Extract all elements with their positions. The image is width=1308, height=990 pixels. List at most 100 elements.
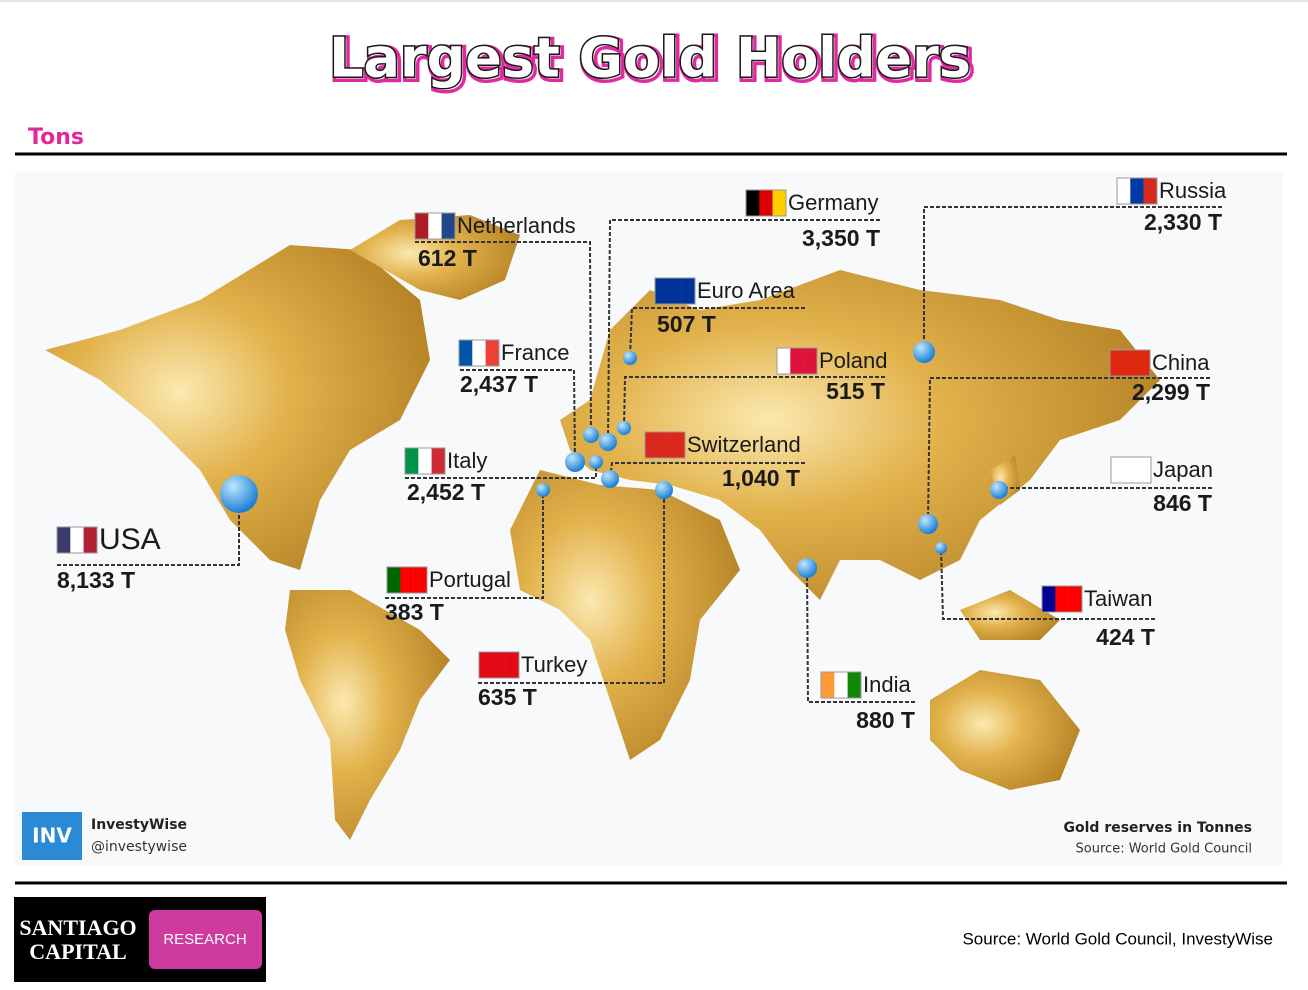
map-source: Source: World Gold Council	[1076, 842, 1252, 857]
location-dot	[599, 433, 617, 451]
flag-border	[414, 212, 456, 240]
flag	[821, 672, 835, 698]
country-name: Switzerland	[687, 432, 801, 457]
flag	[1124, 457, 1138, 483]
flag	[505, 652, 520, 678]
flag	[790, 348, 804, 374]
logo-line: CAPITAL	[29, 939, 126, 964]
leader-line	[609, 462, 805, 480]
flag	[479, 652, 493, 678]
flag	[1123, 350, 1137, 376]
credit-logo-mark: INV	[32, 824, 72, 848]
flag	[418, 448, 432, 474]
country-name: Italy	[447, 448, 487, 473]
gold-amount: 383 T	[385, 599, 444, 625]
gold-amount: 8,133 T	[57, 567, 135, 593]
gold-amount: 880 T	[856, 707, 915, 733]
location-dot	[220, 475, 258, 513]
gold-amount: 846 T	[1153, 490, 1212, 516]
flag-border	[1041, 585, 1083, 613]
country-name: Poland	[819, 348, 888, 373]
badge	[149, 910, 262, 969]
flag	[834, 672, 848, 698]
leader-line	[629, 307, 805, 359]
flag-border	[458, 339, 500, 367]
country-name: Germany	[788, 190, 878, 215]
credit-handle: @investywise	[91, 839, 187, 855]
location-dot	[797, 558, 817, 578]
flag	[671, 432, 686, 458]
country-name: France	[501, 340, 569, 365]
location-dot	[589, 455, 603, 469]
flag	[415, 213, 429, 239]
flag	[658, 432, 672, 458]
flag-border	[820, 671, 862, 699]
flag	[847, 672, 862, 698]
country-name: Portugal	[429, 567, 511, 592]
flag	[1143, 178, 1158, 204]
flag	[772, 190, 787, 216]
country-name: Turkey	[521, 652, 587, 677]
location-dot	[935, 542, 947, 554]
leader-line	[415, 241, 592, 436]
country-name: Netherlands	[457, 213, 576, 238]
location-dot	[655, 481, 673, 499]
country-name: USA	[99, 523, 161, 556]
flag	[803, 348, 818, 374]
gold-amount: 2,452 T	[407, 479, 485, 505]
flag	[1137, 457, 1152, 483]
flag	[759, 190, 773, 216]
flag	[400, 567, 414, 593]
flag-border	[1116, 177, 1158, 205]
flag	[681, 278, 696, 304]
location-dot	[913, 341, 935, 363]
leader-line	[607, 219, 880, 443]
map-note: Gold reserves in Tonnes	[1064, 820, 1252, 836]
flag	[441, 213, 456, 239]
flag	[405, 448, 419, 474]
gold-amount: 515 T	[826, 378, 885, 404]
flag	[1136, 350, 1151, 376]
location-dot	[583, 427, 599, 443]
flag	[83, 527, 98, 553]
leader-line	[623, 376, 885, 429]
logo-line: SANTIAGO	[19, 915, 136, 940]
gold-amount: 3,350 T	[802, 225, 880, 251]
gold-amount: 2,299 T	[1132, 379, 1210, 405]
gold-amount: 635 T	[478, 684, 537, 710]
country-name: Japan	[1153, 457, 1213, 482]
badge-text: RESEARCH	[163, 931, 246, 948]
flag	[428, 213, 442, 239]
flag	[459, 340, 473, 366]
flag	[431, 448, 446, 474]
location-dot	[617, 421, 631, 435]
leader-line	[940, 547, 1155, 620]
credit-brand: InvestyWise	[91, 817, 187, 833]
leader-line	[478, 490, 665, 684]
country-name: China	[1152, 350, 1210, 375]
flag-border	[776, 347, 818, 375]
location-dot	[601, 470, 619, 488]
leader-line	[385, 490, 544, 599]
flag-border	[745, 189, 787, 217]
country-name: Euro Area	[697, 278, 796, 303]
flag	[1110, 350, 1124, 376]
location-dot	[536, 483, 550, 497]
flag	[1042, 586, 1056, 612]
flag	[777, 348, 791, 374]
flag	[668, 278, 682, 304]
gold-amount: 2,437 T	[460, 371, 538, 397]
flag	[1130, 178, 1144, 204]
footer-source: Source: World Gold Council, InvestyWise	[962, 929, 1273, 948]
leader-line	[460, 369, 576, 463]
flag	[70, 527, 84, 553]
location-dot	[623, 351, 637, 365]
flag	[472, 340, 486, 366]
flag	[1117, 178, 1131, 204]
flag-border	[386, 566, 428, 594]
flag	[387, 567, 401, 593]
continents	[45, 215, 1160, 840]
flag	[485, 340, 500, 366]
